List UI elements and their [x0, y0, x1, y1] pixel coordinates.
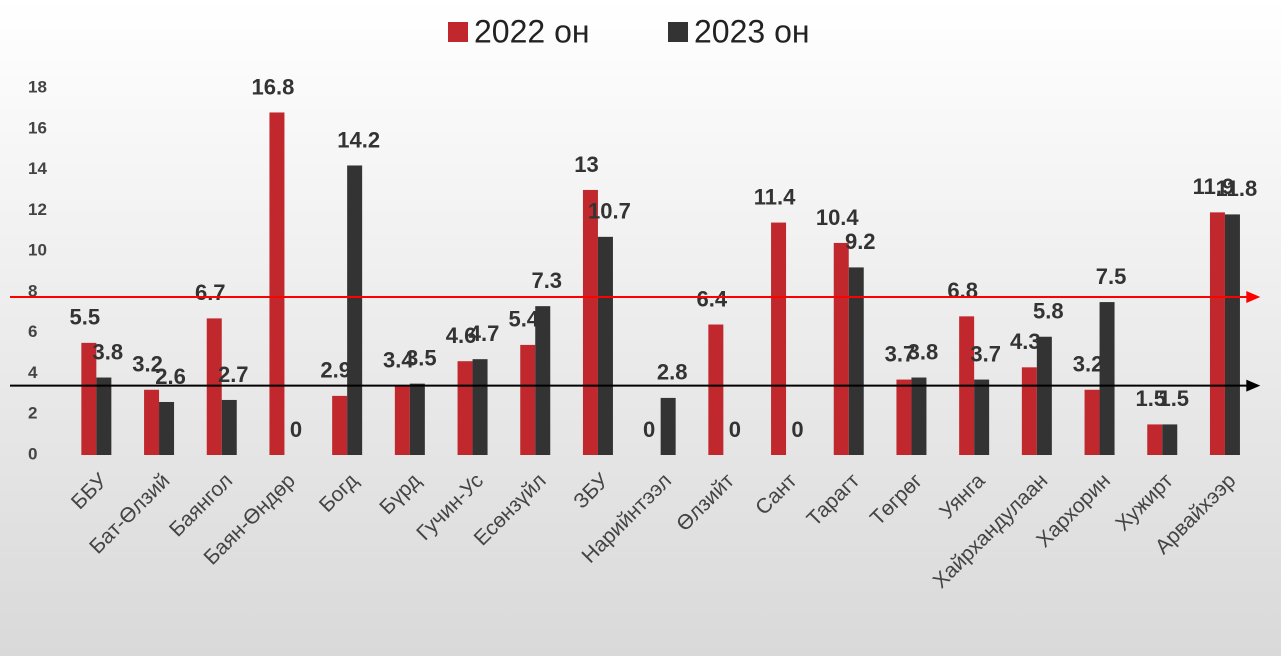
- data-label: 16.8: [252, 74, 295, 99]
- data-label: 3.2: [132, 352, 163, 377]
- data-label: 4.7: [469, 321, 500, 346]
- y-tick-label: 6: [28, 322, 37, 341]
- bar: [409, 383, 425, 455]
- legend-swatch: [448, 22, 468, 42]
- data-label: 3.8: [93, 339, 124, 364]
- bar: [1021, 367, 1037, 455]
- bar: [1036, 336, 1052, 455]
- bar: [833, 242, 849, 455]
- legend-label: 2023 он: [694, 13, 810, 49]
- data-label: 3.8: [908, 339, 939, 364]
- bar: [974, 379, 990, 455]
- y-tick-label: 12: [28, 200, 47, 219]
- bar: [1162, 424, 1178, 455]
- data-label: 7.5: [1096, 264, 1127, 289]
- data-label: 0: [643, 417, 655, 442]
- bar: [457, 361, 473, 455]
- bar: [660, 397, 676, 455]
- data-label: 6.8: [947, 278, 978, 303]
- data-label: 4.6: [446, 323, 477, 348]
- data-label: 3.4: [383, 347, 414, 372]
- data-label: 0: [791, 417, 803, 442]
- data-label: 10.7: [588, 199, 631, 224]
- bar: [1099, 302, 1115, 455]
- data-label: 3.2: [1073, 352, 1104, 377]
- data-label: 1.5: [1135, 386, 1166, 411]
- bar: [911, 377, 927, 455]
- data-label: 10.4: [816, 205, 860, 230]
- bar: [1147, 424, 1163, 455]
- data-label: 4.3: [1010, 329, 1041, 354]
- data-label: 3.5: [406, 345, 437, 370]
- bar: [896, 379, 912, 455]
- bar: [848, 267, 864, 455]
- data-label: 9.2: [845, 229, 876, 254]
- data-label: 6.4: [697, 286, 728, 311]
- data-label: 2.7: [218, 362, 249, 387]
- y-tick-label: 16: [28, 118, 47, 137]
- arrow-head: [1246, 379, 1261, 392]
- bar: [269, 112, 285, 455]
- bar: [535, 306, 551, 455]
- y-tick-label: 10: [28, 241, 47, 260]
- data-label: 5.4: [508, 307, 539, 332]
- bar: [597, 236, 613, 455]
- bar: [771, 222, 787, 455]
- data-label: 2.9: [320, 358, 351, 383]
- bar: [1224, 214, 1240, 455]
- y-tick-label: 2: [28, 404, 37, 423]
- bar: [221, 399, 237, 455]
- legend-label: 2022 он: [474, 13, 590, 49]
- data-label: 5.8: [1033, 299, 1064, 324]
- y-tick-label: 4: [28, 363, 38, 382]
- data-label: 11.4: [754, 184, 796, 209]
- bar: [347, 165, 363, 455]
- y-tick-label: 14: [28, 159, 47, 178]
- data-label: 1.5: [1158, 386, 1189, 411]
- bar: [332, 395, 348, 455]
- bar: [81, 342, 97, 455]
- data-label: 11.9: [1193, 174, 1235, 199]
- bar: [472, 359, 488, 455]
- data-label: 0: [729, 417, 741, 442]
- bar: [159, 401, 175, 455]
- data-label: 2.6: [155, 364, 186, 389]
- data-label: 0: [290, 417, 302, 442]
- arrow-head: [1246, 290, 1261, 303]
- y-tick-label: 0: [28, 444, 37, 463]
- data-label: 2.8: [657, 360, 688, 385]
- bar: [144, 389, 160, 455]
- data-label: 11.8: [1216, 176, 1258, 201]
- bar: [96, 377, 112, 455]
- legend-swatch: [668, 22, 688, 42]
- bar: [1209, 212, 1225, 455]
- bar: [708, 324, 724, 455]
- bar: [206, 318, 222, 455]
- y-tick-label: 8: [28, 281, 37, 300]
- data-label: 13: [574, 152, 598, 177]
- bar: [520, 344, 536, 455]
- data-label: 3.7: [885, 341, 916, 366]
- bar: [394, 385, 410, 455]
- data-label: 5.5: [70, 305, 101, 330]
- data-label: 3.7: [970, 341, 1001, 366]
- y-tick-label: 18: [28, 77, 47, 96]
- data-label: 6.7: [195, 280, 226, 305]
- data-label: 14.2: [337, 127, 380, 152]
- bar: [1084, 389, 1100, 455]
- bar: [582, 189, 598, 455]
- data-label: 7.3: [531, 268, 562, 293]
